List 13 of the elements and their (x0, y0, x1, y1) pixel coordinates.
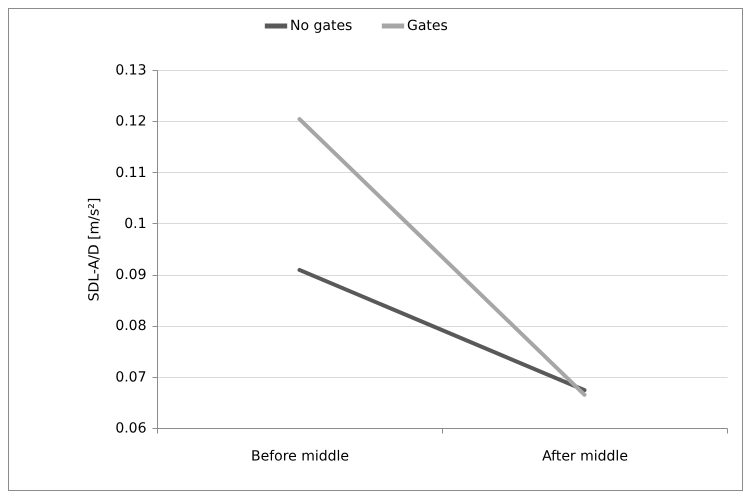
y-tick-label: 0.07 (115, 369, 146, 386)
y-tick-label: 0.11 (115, 164, 146, 181)
y-tick-label: 0.09 (115, 267, 146, 284)
y-axis-title: SDL-A/D [m/s²] (86, 198, 102, 302)
y-tick-label: 0.06 (115, 420, 147, 436)
x-tick-label: Before middle (250, 448, 350, 464)
legend-label: No gates (290, 18, 352, 34)
y-tick-label: 0.1 (124, 216, 146, 232)
y-tick-label: 0.12 (115, 114, 146, 130)
x-tick-label: After middle (542, 448, 628, 464)
y-tick-label: 0.08 (115, 318, 146, 334)
y-tick-label: 0.13 (115, 62, 146, 78)
legend-label: Gates (407, 18, 448, 34)
